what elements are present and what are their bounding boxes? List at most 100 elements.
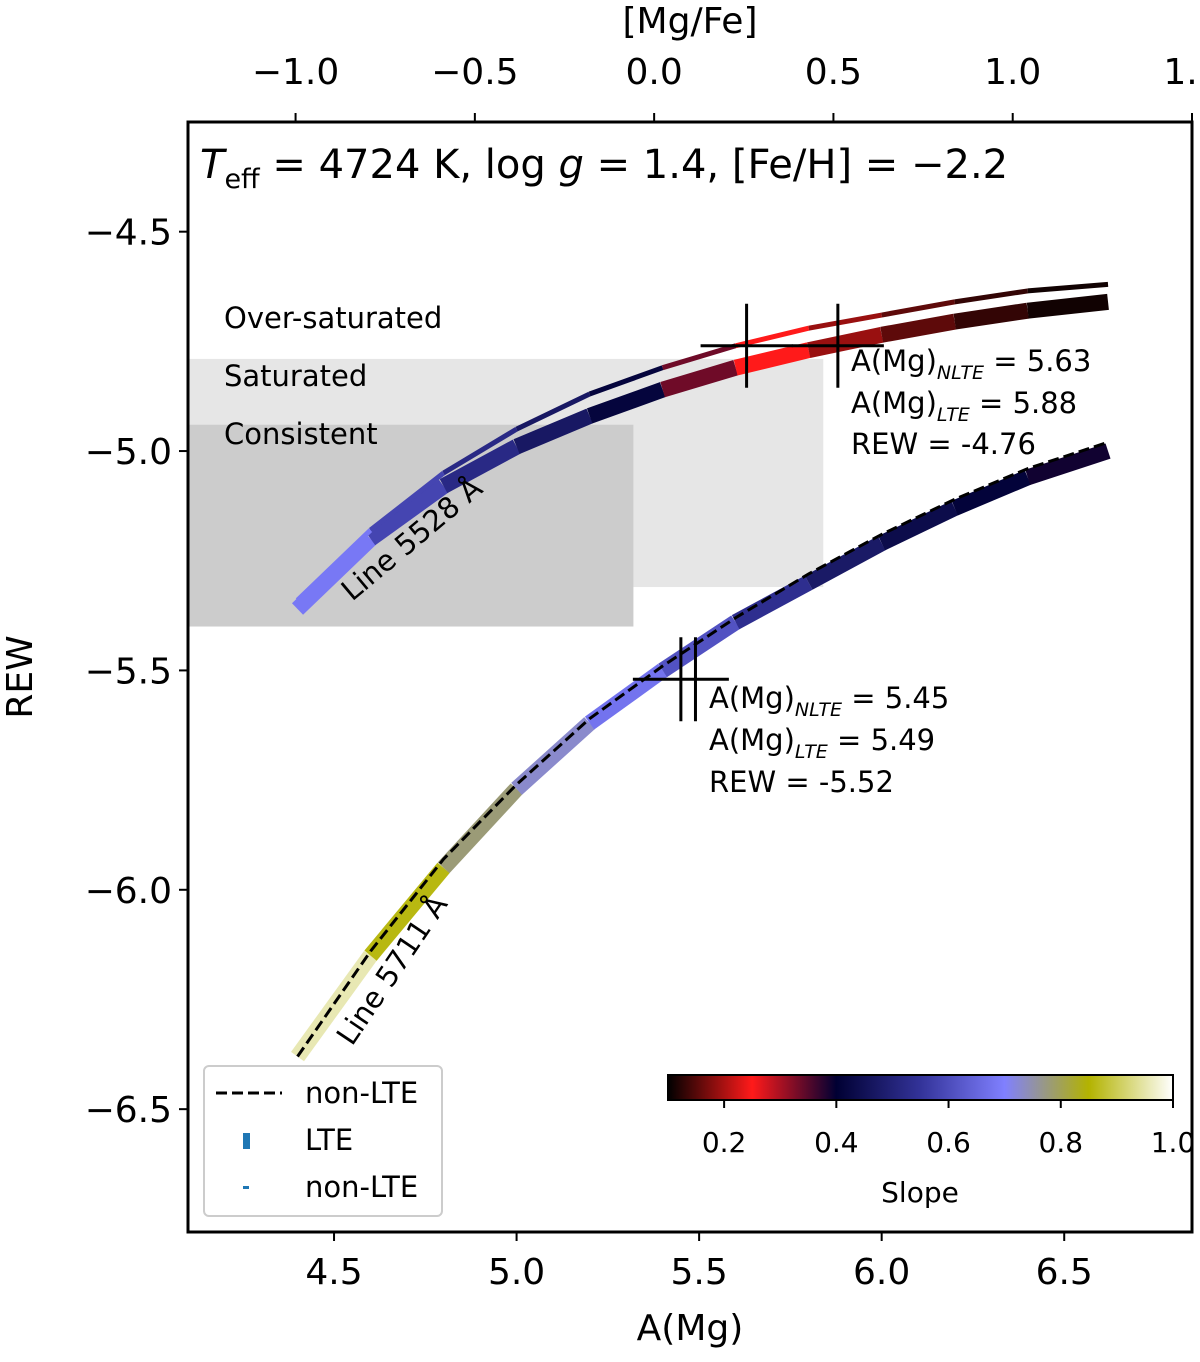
lte-segment-5528 <box>586 382 666 424</box>
y-tick-label: −5.5 <box>85 651 172 692</box>
lte-segment-5528 <box>1026 293 1109 319</box>
lte-segment-5528 <box>953 302 1029 330</box>
lte-segment-5528 <box>807 326 884 358</box>
title-teff-text: = 4724 K, log <box>260 142 559 188</box>
lte-segment-5711 <box>804 536 886 590</box>
nlte-segment-5528 <box>1027 281 1109 294</box>
colorbar-tick-label: 1.0 <box>1151 1126 1196 1159</box>
svg-text:A(Mg)NLTE = 5.63: A(Mg)NLTE = 5.63 <box>851 344 1091 384</box>
chart-title: Teff = 4724 K, log g = 1.4, [Fe/H] = −2.… <box>200 142 1008 195</box>
colorbar-fill <box>667 1074 1174 1101</box>
y-axis-title: REW <box>0 635 41 718</box>
top-tick-label: 0.5 <box>805 52 862 93</box>
y-tick-label: −4.5 <box>85 213 172 254</box>
lte-segment-5528 <box>513 408 593 455</box>
colorbar-ticks: 0.2 0.4 0.6 0.8 1.0 <box>702 1100 1195 1159</box>
region-label-consistent: Consistent <box>224 417 378 451</box>
lte-segment-5528 <box>660 360 738 398</box>
nlte-segment-5528 <box>661 343 737 371</box>
colorbar-tick-label: 0.8 <box>1039 1126 1084 1159</box>
title-g-symbol: g <box>558 142 583 188</box>
ann-5528-nlte-label: A(Mg) <box>851 344 937 378</box>
svg-text:A(Mg)LTE = 5.88: A(Mg)LTE = 5.88 <box>851 386 1077 426</box>
nlte-segment-5528 <box>515 391 591 432</box>
legend-swatch-nonlte-thin <box>243 1186 249 1189</box>
title-teff-sub: eff <box>224 164 261 195</box>
nlte-segment-5528 <box>295 528 373 603</box>
ann-5711-lte-val: = 5.49 <box>828 723 935 757</box>
x-axis-title: A(Mg) <box>637 1308 744 1349</box>
lte-segment-5711 <box>364 862 450 961</box>
legend-box <box>203 1065 443 1217</box>
region-label-over-saturated: Over-saturated <box>224 301 442 335</box>
colorbar-tick-label: 0.2 <box>702 1126 747 1159</box>
annotation-5528: A(Mg)NLTE = 5.63 A(Mg)LTE = 5.88 REW = -… <box>851 344 1091 461</box>
legend-swatch-lte <box>243 1133 250 1149</box>
nlte-segment-5528 <box>808 312 883 331</box>
ann-5711-rew: REW = -5.52 <box>709 765 894 799</box>
top-tick-label: −0.5 <box>431 52 518 93</box>
nlte-segment-5528 <box>954 288 1029 305</box>
ann-5711-lte-sub: LTE <box>795 741 828 763</box>
top-tick-label: 1.0 <box>984 52 1041 93</box>
top-tick-label: 0.0 <box>626 52 683 93</box>
lte-segment-5528 <box>880 313 957 343</box>
nlte-segment-5528 <box>369 471 446 532</box>
x-tick-label: 6.0 <box>853 1252 910 1293</box>
x-tick-label: 5.5 <box>670 1252 727 1293</box>
top-axis-ticks: −1.0 −0.5 0.0 0.5 1.0 1.5 <box>252 52 1200 122</box>
legend-label-nonlte-dashed: non-LTE <box>305 1076 418 1110</box>
svg-text:A(Mg)NLTE = 5.45: A(Mg)NLTE = 5.45 <box>709 681 949 721</box>
legend-label-lte: LTE <box>305 1123 353 1157</box>
y-tick-label: −6.5 <box>85 1090 172 1131</box>
ann-5528-rew: REW = -4.76 <box>851 427 1036 461</box>
nlte-segment-5528 <box>442 426 518 476</box>
region-label-saturated: Saturated <box>224 359 367 393</box>
ann-5711-nlte-sub: NLTE <box>795 699 842 721</box>
lte-segment-5528 <box>365 479 449 546</box>
colorbar-tick-label: 0.4 <box>814 1126 859 1159</box>
lte-segment-5711 <box>951 470 1031 516</box>
top-tick-label: −1.0 <box>252 52 339 93</box>
nlte-segment-5528 <box>588 365 664 397</box>
x-tick-label: 6.5 <box>1036 1252 1093 1293</box>
nlte-segment-5528 <box>881 299 956 318</box>
ann-5528-lte-label: A(Mg) <box>851 386 937 420</box>
top-axis-title: [Mg/Fe] <box>622 1 757 42</box>
plot-frame <box>186 120 1194 1234</box>
lte-segment-5711 <box>1025 443 1111 485</box>
x-tick-label: 5.0 <box>488 1252 545 1293</box>
legend-label-nonlte-thin: non-LTE <box>305 1170 418 1204</box>
annotation-5711: A(Mg)NLTE = 5.45 A(Mg)LTE = 5.49 REW = -… <box>709 681 949 799</box>
y-tick-label: −6.0 <box>85 871 172 912</box>
nlte-dashed-line-5711 <box>296 440 1109 1058</box>
svg-text:A(Mg)LTE = 5.49: A(Mg)LTE = 5.49 <box>709 723 935 763</box>
lte-segment-5711 <box>878 500 959 551</box>
lte-segment-5711 <box>437 783 523 874</box>
consistent-region <box>188 424 634 627</box>
lte-segment-5711 <box>731 575 813 630</box>
lte-segment-5711 <box>658 615 741 678</box>
x-tick-label: 4.5 <box>305 1252 362 1293</box>
y-tick-label: −5.0 <box>85 432 172 473</box>
ann-5528-nlte-sub: NLTE <box>937 362 984 384</box>
ann-5528-lte-sub: LTE <box>937 404 970 426</box>
colorbar-title: Slope <box>881 1176 959 1209</box>
curves <box>291 281 1111 1062</box>
ann-5528-lte-val: = 5.88 <box>970 386 1077 420</box>
title-rest: = 1.4, [Fe/H] = −2.2 <box>584 142 1008 188</box>
colorbar-tick-label: 0.6 <box>926 1126 971 1159</box>
lte-segment-5528 <box>439 439 521 494</box>
cross-markers <box>632 303 884 722</box>
ann-5711-nlte-val: = 5.45 <box>842 681 949 715</box>
ann-5528-nlte-val: = 5.63 <box>984 344 1091 378</box>
y-axis-ticks: −4.5 −5.0 −5.5 −6.0 −6.5 <box>85 213 188 1131</box>
lte-segment-5528 <box>291 533 377 615</box>
x-axis-ticks: 4.5 5.0 5.5 6.0 6.5 <box>305 1232 1093 1293</box>
top-tick-label: 1.5 <box>1163 52 1200 93</box>
legend: non-LTE LTE non-LTE <box>203 1065 443 1217</box>
regions <box>188 358 824 627</box>
ann-5711-lte-label: A(Mg) <box>709 723 795 757</box>
title-teff-symbol: T <box>200 142 228 188</box>
